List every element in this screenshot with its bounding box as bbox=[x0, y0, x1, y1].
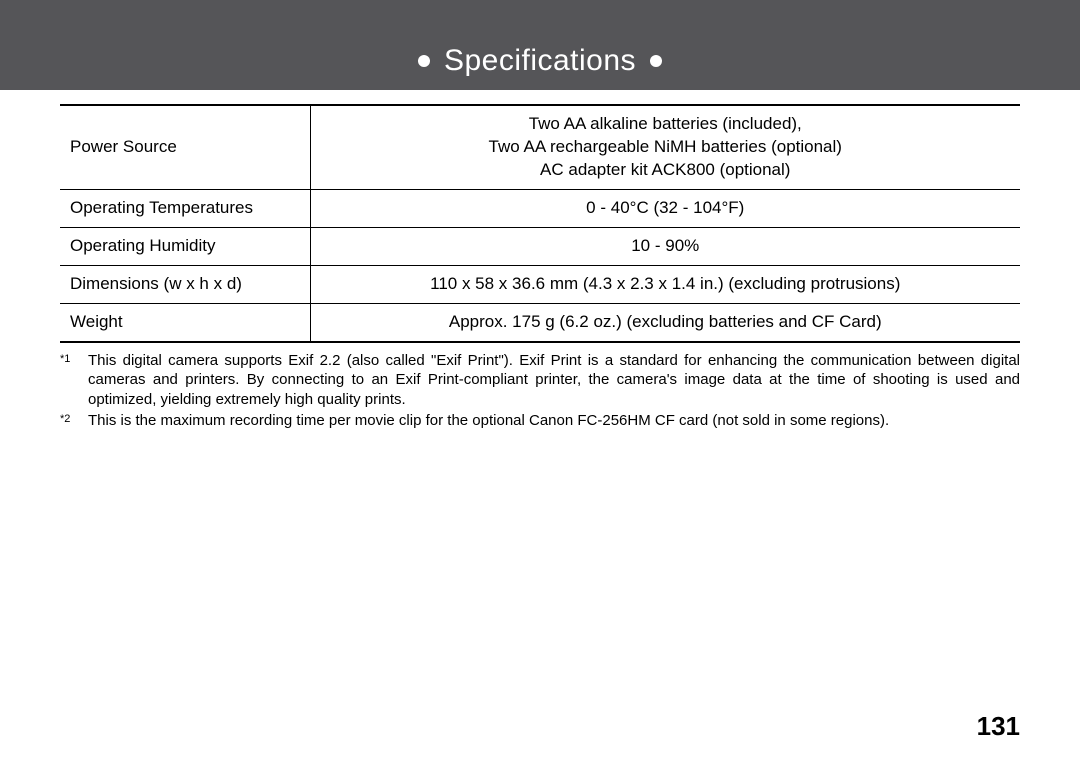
header-bar: Specifications bbox=[0, 0, 1080, 90]
page-title: Specifications bbox=[444, 44, 636, 78]
footnote-mark: *2 bbox=[60, 411, 88, 426]
page-number: 131 bbox=[977, 711, 1020, 742]
spec-value: Approx. 175 g (6.2 oz.) (excluding batte… bbox=[310, 303, 1020, 341]
page-root: Specifications Power SourceTwo AA alkali… bbox=[0, 0, 1080, 766]
footnote-text: This is the maximum recording time per m… bbox=[88, 411, 1020, 431]
spec-label: Dimensions (w x h x d) bbox=[60, 265, 310, 303]
content-area: Power SourceTwo AA alkaline batteries (i… bbox=[0, 90, 1080, 431]
spec-value: 10 - 90% bbox=[310, 227, 1020, 265]
specifications-table: Power SourceTwo AA alkaline batteries (i… bbox=[60, 104, 1020, 343]
table-row: Operating Temperatures0 - 40°C (32 - 104… bbox=[60, 189, 1020, 227]
spec-value: 0 - 40°C (32 - 104°F) bbox=[310, 189, 1020, 227]
spec-table-body: Power SourceTwo AA alkaline batteries (i… bbox=[60, 105, 1020, 342]
table-row: Operating Humidity10 - 90% bbox=[60, 227, 1020, 265]
spec-value: Two AA alkaline batteries (included),Two… bbox=[310, 105, 1020, 189]
footnote: *2This is the maximum recording time per… bbox=[60, 411, 1020, 431]
footnote: *1This digital camera supports Exif 2.2 … bbox=[60, 351, 1020, 410]
spec-label: Power Source bbox=[60, 105, 310, 189]
table-row: WeightApprox. 175 g (6.2 oz.) (excluding… bbox=[60, 303, 1020, 341]
table-row: Power SourceTwo AA alkaline batteries (i… bbox=[60, 105, 1020, 189]
footnotes: *1This digital camera supports Exif 2.2 … bbox=[60, 351, 1020, 431]
footnote-text: This digital camera supports Exif 2.2 (a… bbox=[88, 351, 1020, 410]
spec-label: Operating Humidity bbox=[60, 227, 310, 265]
spec-value: 110 x 58 x 36.6 mm (4.3 x 2.3 x 1.4 in.)… bbox=[310, 265, 1020, 303]
spec-label: Operating Temperatures bbox=[60, 189, 310, 227]
bullet-icon bbox=[418, 55, 430, 67]
table-row: Dimensions (w x h x d)110 x 58 x 36.6 mm… bbox=[60, 265, 1020, 303]
bullet-icon bbox=[650, 55, 662, 67]
footnote-mark: *1 bbox=[60, 351, 88, 366]
header-title-wrap: Specifications bbox=[418, 44, 662, 78]
spec-label: Weight bbox=[60, 303, 310, 341]
